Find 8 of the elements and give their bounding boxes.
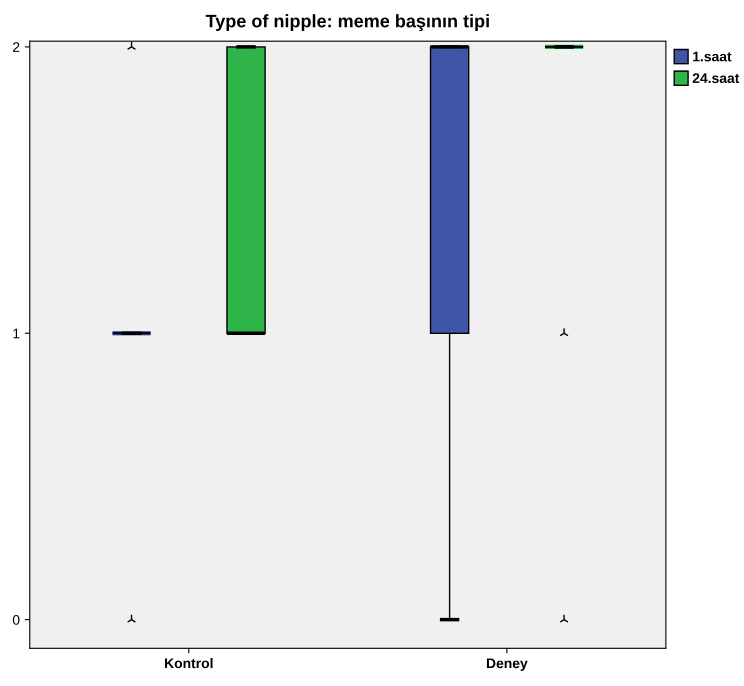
x-tick-label: Kontrol [165, 658, 212, 668]
x-tick-label: Deney [486, 658, 528, 671]
chart-title: Type of nipple: meme başının tipi [206, 14, 489, 32]
legend-label: 1.saat [693, 52, 732, 62]
legend-label: 24.saat [692, 73, 740, 84]
y-tick-label: 2 [13, 42, 20, 52]
y-tick-label: 1 [13, 328, 20, 338]
y-tick-label: 0 [12, 614, 20, 625]
